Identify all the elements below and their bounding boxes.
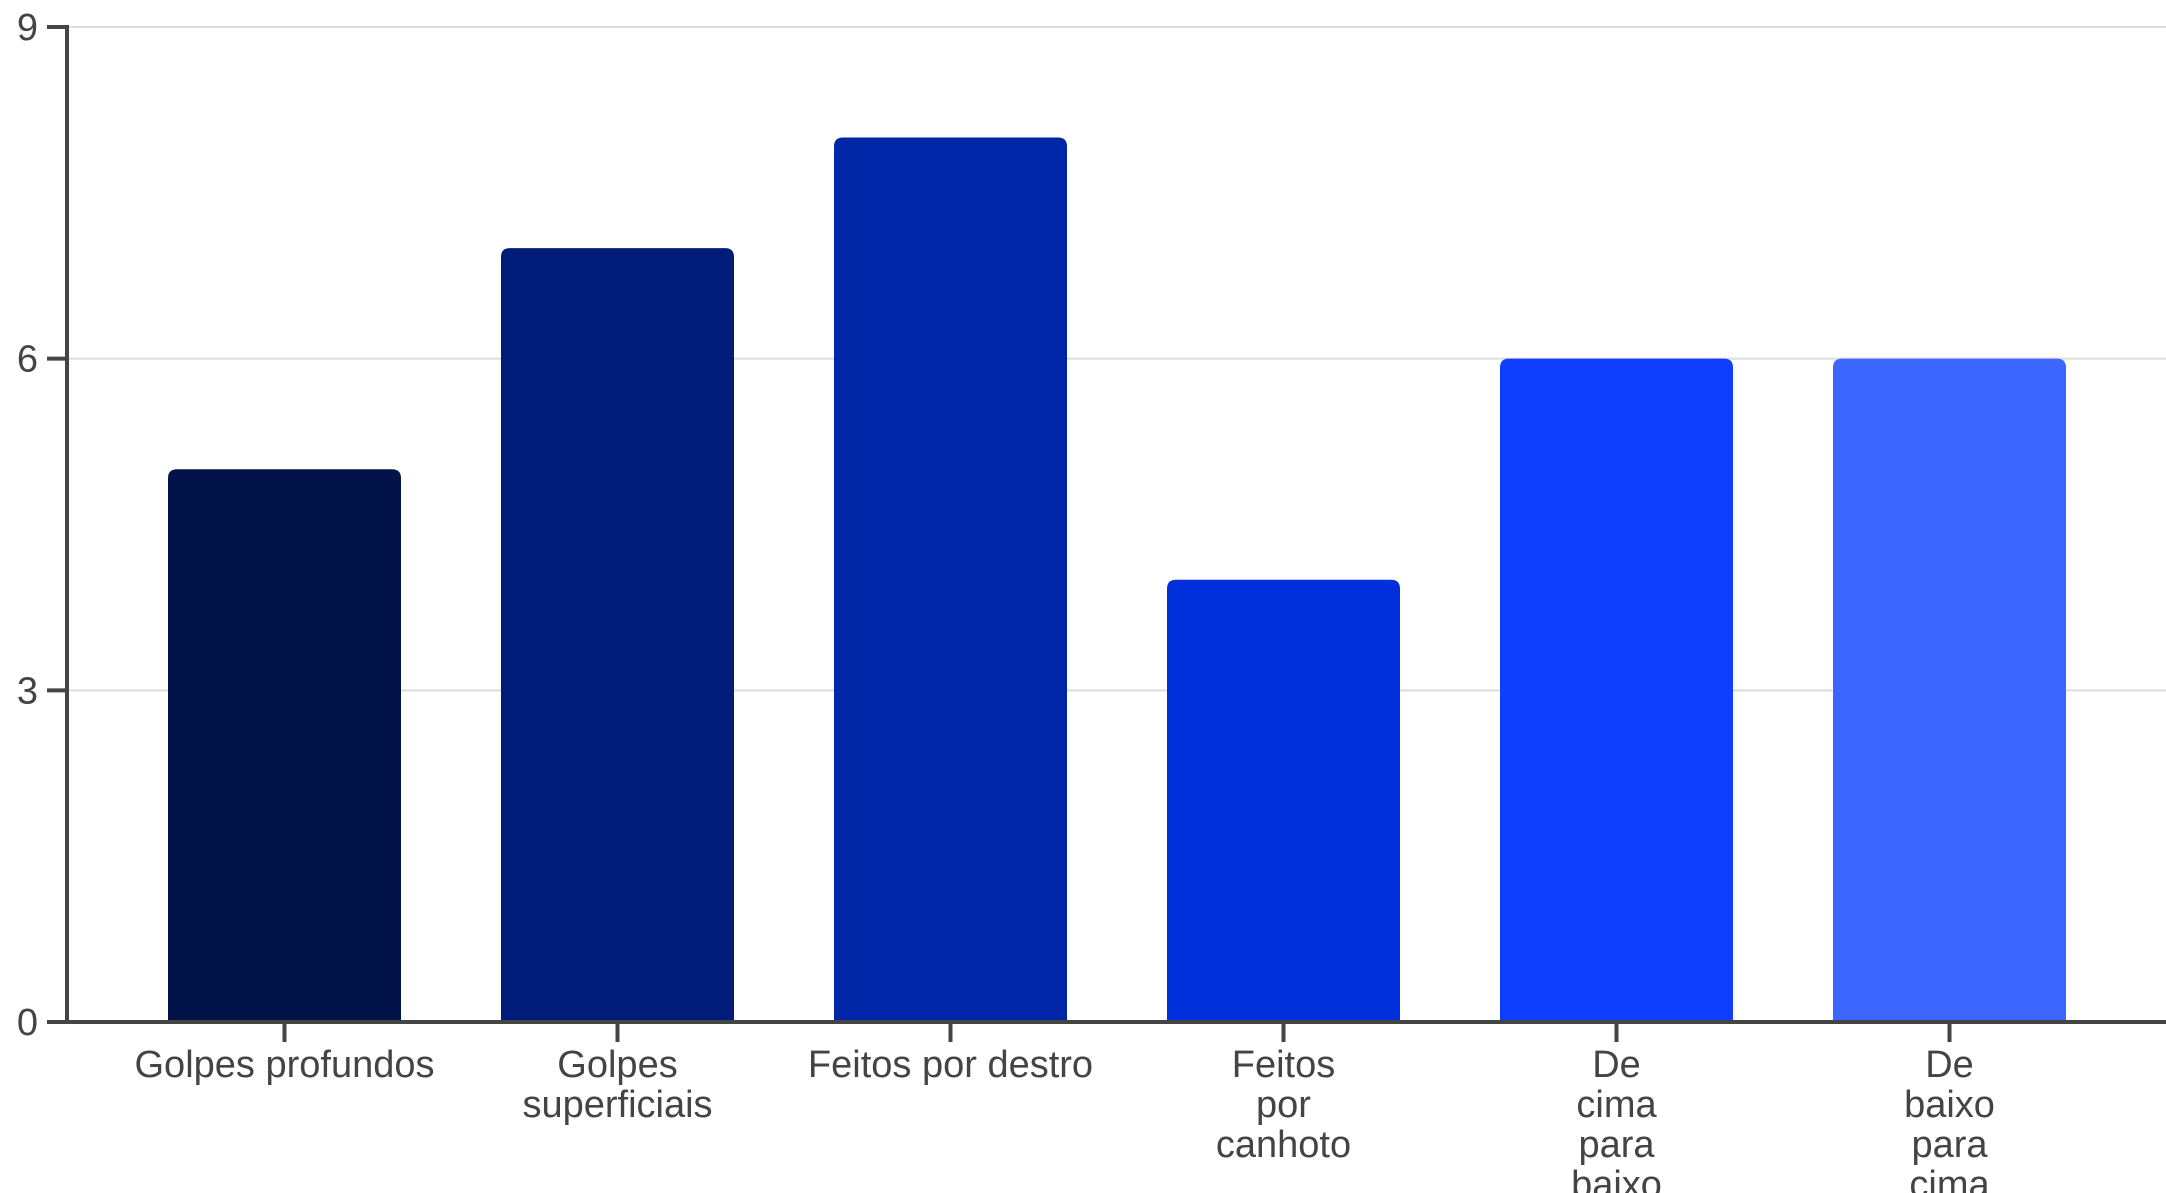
x-tick-label-line: baixo — [1904, 1084, 1995, 1126]
x-tick-label-line: cima — [1576, 1084, 1657, 1126]
bar — [168, 469, 401, 1022]
x-tick-label: De baixo para cima — [1904, 1044, 1995, 1193]
axes — [47, 25, 2166, 1042]
x-tick-label: Feitos por destro — [808, 1044, 1093, 1086]
x-tick-label-line: Golpes profundos — [135, 1044, 435, 1086]
x-tick-label-line: superficiais — [522, 1084, 712, 1126]
y-tick-labels: 0 3 6 9 — [17, 7, 38, 1044]
x-tick-label-line: para — [1911, 1124, 1988, 1166]
x-tick-label: Golpes profundos — [135, 1044, 435, 1086]
y-tick-label: 3 — [17, 670, 38, 712]
bar — [1833, 358, 2066, 1023]
bar — [1167, 579, 1400, 1022]
x-tick-label-line: De — [1925, 1044, 1974, 1086]
x-tick-label-line: baixo — [1571, 1164, 1662, 1193]
x-tick-label: Golpes superficiais — [522, 1044, 712, 1126]
x-tick-labels: Golpes profundos Golpes superficiais Feitos… — [135, 1044, 1995, 1193]
bar — [834, 137, 1067, 1023]
x-tick-label: Feitos por canhoto — [1216, 1044, 1351, 1166]
bar — [501, 248, 734, 1023]
x-tick-label: De cima para baixo — [1571, 1044, 1662, 1193]
y-tick-label: 9 — [17, 7, 38, 49]
x-tick-label-line: Feitos por destro — [808, 1044, 1093, 1086]
x-tick-label-line: para — [1578, 1124, 1655, 1166]
x-tick-label-line: Golpes — [557, 1044, 677, 1086]
x-tick-label-line: De — [1592, 1044, 1641, 1086]
x-tick-label-line: cima — [1909, 1164, 1990, 1193]
bars — [168, 137, 2066, 1023]
bar — [1500, 358, 1733, 1023]
x-tick-label-line: Feitos — [1232, 1044, 1335, 1086]
gridlines — [67, 26, 2166, 692]
y-tick-label: 0 — [17, 1002, 38, 1044]
y-tick-label: 6 — [17, 339, 38, 381]
x-tick-label-line: canhoto — [1216, 1124, 1351, 1166]
x-tick-label-line: por — [1256, 1084, 1311, 1126]
